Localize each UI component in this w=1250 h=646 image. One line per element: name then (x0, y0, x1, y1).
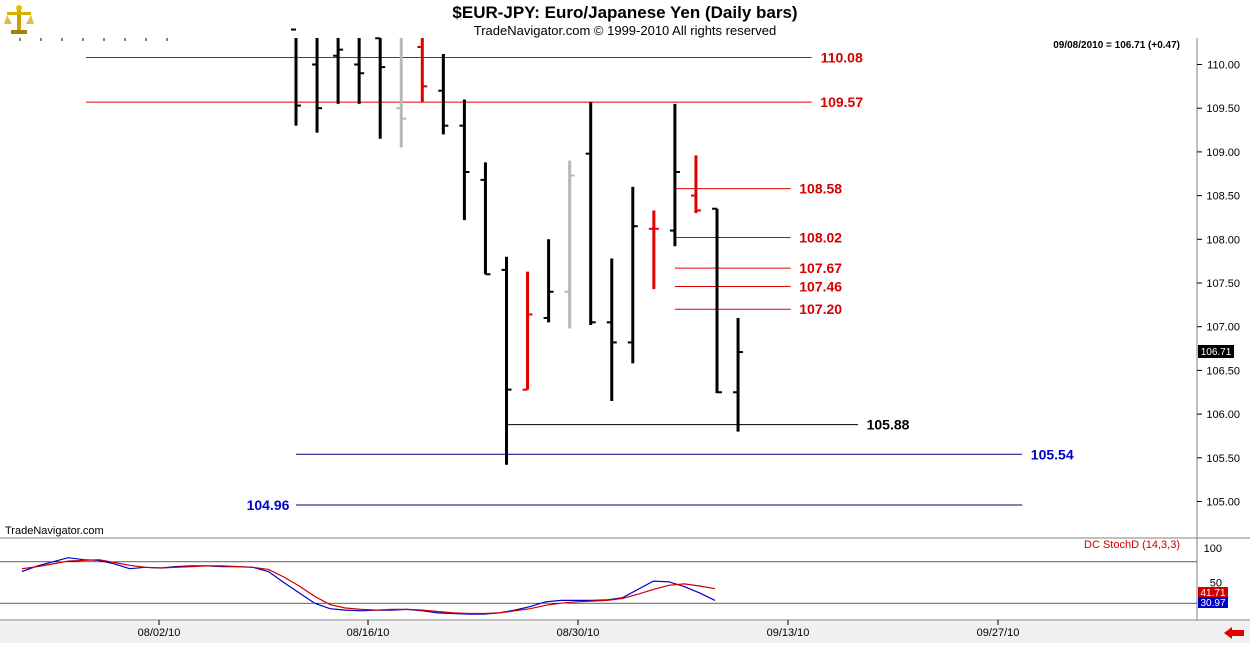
level-label: 105.88 (867, 417, 910, 433)
ohlc-bar (438, 54, 449, 135)
level-label: 108.02 (799, 230, 842, 246)
price-y-axis: 110.00 109.50 109.00 108.50 108.00 107.50 107.… (1197, 60, 1240, 509)
y-tick-label: 107.00 (1206, 322, 1240, 334)
y-tick-label: 110.00 (1207, 60, 1240, 72)
stoch-d-value: 41.71 (1200, 588, 1225, 599)
stoch-d-line (21, 559, 716, 615)
x-tick-label: 08/02/10 (138, 627, 181, 639)
stoch-d-tag (1198, 587, 1228, 598)
x-axis-band (0, 621, 1250, 643)
y-tick-label: 106.50 (1206, 365, 1240, 377)
ohlc-bar (354, 38, 365, 104)
level-label: 107.46 (799, 278, 842, 294)
ohlc-bar (627, 186, 638, 364)
ohlc-bars (291, 28, 744, 465)
watermark-label: TradeNavigator.com (5, 525, 104, 537)
ohlc-bar (669, 103, 680, 247)
level-label: 105.54 (1031, 446, 1074, 462)
stoch-tick-label: 100 (1204, 543, 1222, 555)
level-label: 107.67 (799, 260, 842, 276)
stoch-k-value: 30.97 (1200, 598, 1225, 609)
price-pane (0, 38, 1197, 538)
ohlc-bar (648, 210, 659, 290)
y-tick-label: 106.00 (1206, 409, 1240, 421)
ohlc-bar (333, 38, 344, 104)
ohlc-bar (375, 37, 386, 139)
stoch-k-line (21, 557, 716, 615)
date-x-axis: 08/02/10 08/16/10 08/30/10 09/13/10 09/27/10 (19, 38, 1020, 639)
ohlc-bar (501, 256, 512, 465)
level-label: 107.20 (799, 301, 842, 317)
ohlc-bar (417, 38, 428, 103)
ohlc-bar (585, 102, 596, 325)
y-tick-label: 105.00 (1206, 497, 1240, 509)
balance-scale-icon[interactable] (4, 4, 34, 36)
stoch-k-tag (1198, 597, 1228, 608)
y-tick-label: 109.00 (1206, 147, 1240, 159)
ohlc-bar (712, 207, 722, 394)
ohlc-bar (459, 99, 470, 221)
y-tick-label: 108.50 (1206, 191, 1240, 203)
ohlc-bar (291, 28, 301, 126)
copyright-subtitle: TradeNavigator.com © 1999-2010 All right… (473, 23, 777, 38)
last-price-label: 106.71 (1201, 347, 1232, 358)
level-label: 109.57 (820, 94, 863, 110)
ohlc-bar (396, 38, 407, 148)
red-arrow-left-icon[interactable] (1222, 625, 1246, 641)
level-label: 110.08 (821, 50, 863, 66)
ohlc-bar (522, 271, 533, 391)
level-label: 108.58 (799, 181, 842, 197)
x-tick-label: 09/27/10 (977, 627, 1020, 639)
stoch-tick-label: 50 (1210, 578, 1222, 590)
x-tick-label: 08/30/10 (557, 627, 600, 639)
support-resistance-levels: 110.08 109.57 108.58 108.02 107.67 107.46 107.… (86, 50, 1074, 513)
ohlc-bar (690, 155, 701, 214)
stoch-title: DC StochD (14,3,3) (1084, 539, 1180, 551)
stochastic-pane: 100 50 (0, 543, 1222, 615)
level-label: 104.96 (247, 497, 290, 513)
chart-title: $EUR-JPY: Euro/Japanese Yen (Daily bars) (452, 3, 798, 22)
chart-header: $EUR-JPY: Euro/Japanese Yen (Daily bars)… (0, 0, 1250, 40)
ohlc-bar (733, 317, 744, 432)
y-tick-label: 105.50 (1206, 453, 1240, 465)
y-tick-label: 109.50 (1206, 103, 1240, 115)
last-price-box (1198, 345, 1234, 358)
y-tick-label: 108.00 (1206, 234, 1240, 246)
x-tick-label: 08/16/10 (347, 627, 390, 639)
ohlc-bar (480, 162, 491, 276)
y-tick-label: 107.50 (1206, 278, 1240, 290)
ohlc-bar (564, 160, 575, 329)
x-tick-label: 09/13/10 (767, 627, 810, 639)
ohlc-bar (312, 38, 323, 133)
ohlc-bar (606, 258, 617, 401)
quote-readout: 09/08/2010 = 106.71 (+0.47) (1053, 40, 1180, 51)
ohlc-bar (543, 239, 554, 323)
